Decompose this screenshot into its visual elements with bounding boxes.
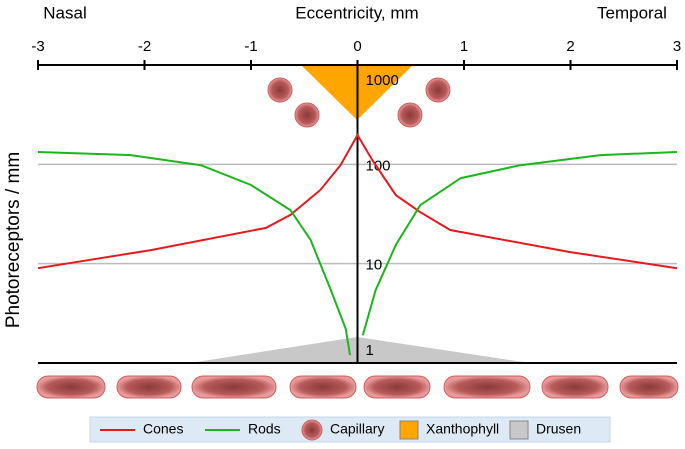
- capillary: [425, 77, 451, 103]
- legend-label: Capillary: [330, 421, 384, 437]
- vessel: [363, 375, 431, 399]
- nasal-label: Nasal: [43, 3, 86, 22]
- x-tick-label: 2: [566, 38, 574, 55]
- x-tick-label: 0: [353, 38, 361, 55]
- legend-label: Cones: [143, 421, 183, 437]
- x-tick-label: -1: [244, 38, 257, 55]
- series-line: [37, 133, 678, 270]
- x-tick-label: -2: [138, 38, 151, 55]
- vessel: [619, 375, 679, 399]
- legend-label: Xanthophyll: [426, 421, 499, 437]
- series-line: [37, 151, 678, 356]
- x-tick-label: 1: [460, 38, 468, 55]
- temporal-label: Temporal: [597, 3, 667, 22]
- legend-label: Drusen: [536, 421, 581, 437]
- capillary: [267, 77, 293, 103]
- y-tick-label: 10: [366, 257, 383, 274]
- drusen-region: [190, 337, 530, 363]
- capillary: [294, 102, 320, 128]
- capillaries: [267, 77, 451, 128]
- capillary: [397, 102, 423, 128]
- x-tick-label: 3: [673, 38, 681, 55]
- y-tick-label: 100: [366, 157, 391, 174]
- vessel: [36, 375, 106, 399]
- legend-swatch: [509, 420, 529, 440]
- vessel: [443, 375, 531, 399]
- chart-title: Eccentricity, mm: [295, 3, 418, 22]
- vessel: [289, 375, 357, 399]
- y-tick-label: 1000: [366, 72, 399, 89]
- vessel: [116, 375, 182, 399]
- y-tick-label: 1: [366, 342, 374, 359]
- legend-swatch: [399, 420, 419, 440]
- legend-label: Rods: [248, 421, 281, 437]
- x-tick-label: -3: [31, 38, 44, 55]
- legend-swatch: [301, 419, 323, 441]
- vessels: [36, 375, 679, 399]
- y-axis-label: Photoreceptors / mm: [3, 152, 24, 328]
- vessel: [191, 375, 277, 399]
- vessel: [541, 375, 609, 399]
